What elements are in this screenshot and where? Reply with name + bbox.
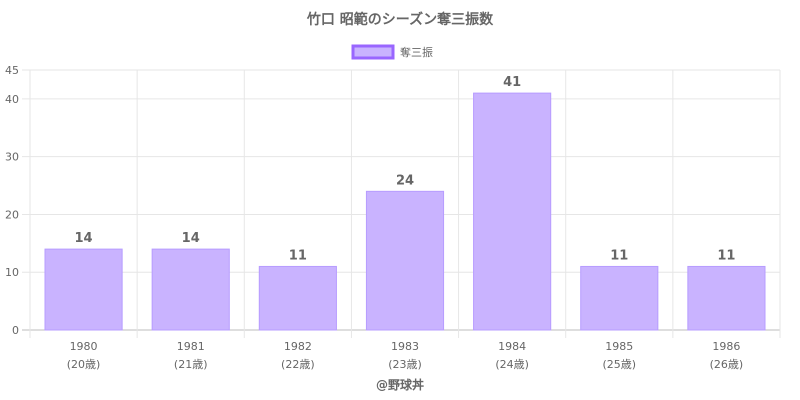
bar[interactable] <box>580 265 659 331</box>
x-tick-label: 1985 <box>605 340 633 353</box>
credit-text: @野球丼 <box>376 377 424 392</box>
legend[interactable]: 奪三振 <box>351 44 433 60</box>
x-axis: 1980 (20歳) 1981 (21歳) 1982 (22歳) 1983 (23歳) 1984… <box>67 340 743 371</box>
data-label: 24 <box>396 173 414 188</box>
data-label: 14 <box>182 231 200 246</box>
chart-title: 竹口 昭範のシーズン奪三振数 <box>306 11 494 28</box>
data-label: 41 <box>503 75 521 90</box>
x-tick-label: 1984 <box>498 340 526 353</box>
bar[interactable] <box>365 190 445 331</box>
data-labels: 14 14 11 24 41 11 11 <box>75 75 736 263</box>
x-tick-sublabel: (21歳) <box>174 358 208 371</box>
bar[interactable] <box>687 265 766 331</box>
gridlines <box>22 69 781 338</box>
x-tick-sublabel: (22歳) <box>281 358 315 371</box>
x-tick-label: 1981 <box>177 340 205 353</box>
legend-label: 奪三振 <box>400 45 433 59</box>
bar[interactable] <box>151 248 230 331</box>
x-tick-sublabel: (24歳) <box>495 358 529 371</box>
y-tick-label: 20 <box>5 208 19 221</box>
y-tick-label: 10 <box>5 266 19 279</box>
x-tick-sublabel: (26歳) <box>710 358 744 371</box>
data-label: 14 <box>75 231 93 246</box>
y-tick-label: 40 <box>5 93 19 106</box>
bar[interactable] <box>258 265 337 331</box>
y-axis: 0 10 20 30 40 45 <box>5 64 19 337</box>
data-label: 11 <box>610 248 628 263</box>
bars <box>44 92 766 331</box>
x-tick-sublabel: (23歳) <box>388 358 422 371</box>
x-tick-label: 1983 <box>391 340 419 353</box>
x-tick-label: 1982 <box>284 340 312 353</box>
x-tick-label: 1986 <box>712 340 740 353</box>
data-label: 11 <box>289 248 307 263</box>
legend-swatch <box>351 44 395 60</box>
data-label: 11 <box>717 248 735 263</box>
x-tick-label: 1980 <box>70 340 98 353</box>
y-tick-label: 30 <box>5 151 19 164</box>
y-tick-label: 45 <box>5 64 19 77</box>
bar[interactable] <box>473 92 552 331</box>
x-tick-sublabel: (25歳) <box>602 358 636 371</box>
bar[interactable] <box>44 248 123 331</box>
x-tick-sublabel: (20歳) <box>67 358 101 371</box>
y-tick-label: 0 <box>12 324 19 337</box>
